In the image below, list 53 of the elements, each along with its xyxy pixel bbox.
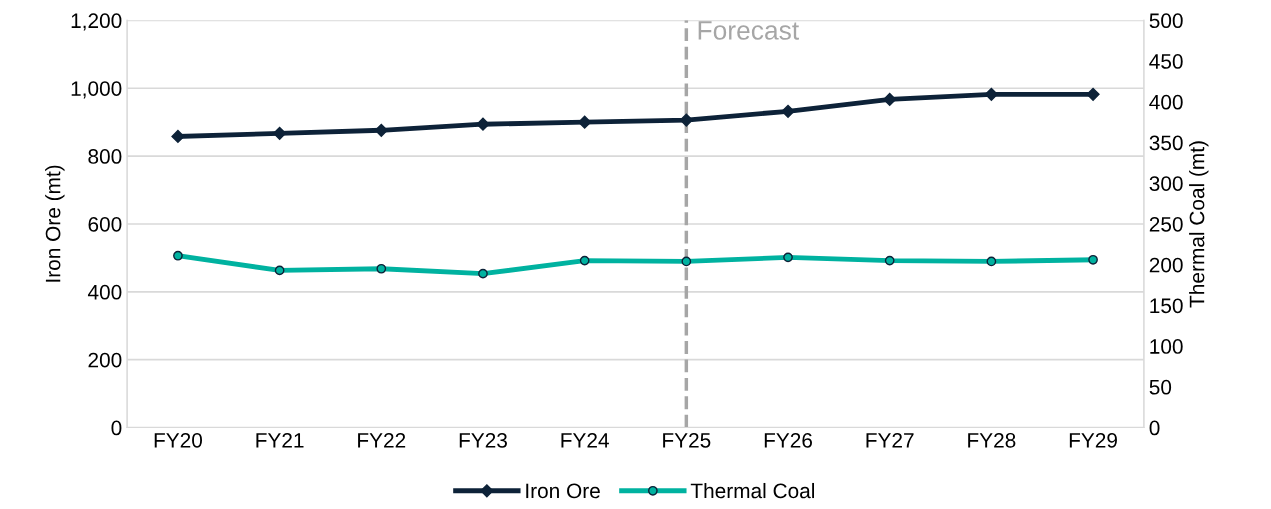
y2-tick-label: 450: [1149, 54, 1183, 69]
point: [986, 256, 997, 267]
y2-tick-label: 50: [1149, 379, 1172, 395]
point: [984, 87, 998, 101]
x-tick-label: FY25: [663, 432, 711, 448]
y2-tick-label: 150: [1150, 298, 1183, 314]
point: [171, 129, 185, 143]
x-tick-label: FY22: [358, 432, 406, 448]
y2-tick-label: 0: [1149, 420, 1160, 436]
y-tick-label: 0: [111, 420, 122, 436]
y-axis-title: Iron Ore (mt): [45, 165, 65, 282]
y2-tick-label: 500: [1149, 13, 1183, 29]
x-tick-label: FY27: [866, 432, 914, 448]
x-tick-label: FY21: [256, 432, 304, 448]
point: [883, 92, 897, 107]
y2-tick-label: 200: [1149, 257, 1183, 273]
point: [376, 263, 387, 274]
point: [478, 268, 488, 279]
point: [273, 126, 287, 140]
point: [579, 255, 590, 266]
point: [578, 115, 592, 129]
legend-label: Thermal Coal: [690, 482, 814, 499]
point: [173, 250, 183, 261]
y2-tick-label: 100: [1150, 339, 1183, 354]
point: [679, 113, 693, 127]
y2-tick-label: 400: [1149, 94, 1183, 110]
y2-tick-label: 350: [1149, 135, 1183, 151]
point: [1088, 254, 1098, 265]
y-tick-label: 1,000: [71, 81, 122, 99]
y2-tick-label: 250: [1149, 216, 1183, 232]
point: [884, 255, 895, 266]
x-tick-label: FY24: [561, 432, 609, 448]
x-tick-label: FY28: [968, 432, 1016, 448]
y2-axis-title: Thermal Coal (mt): [1189, 141, 1209, 308]
y-tick-label: 200: [88, 352, 122, 368]
point: [783, 252, 793, 263]
point: [374, 123, 388, 137]
ref-line-label: Forecast: [698, 21, 799, 40]
x-tick-label: FY20: [154, 432, 203, 448]
y2-tick-label: 300: [1149, 176, 1183, 191]
x-tick-label: FY26: [764, 432, 812, 448]
y-tick-label: 400: [87, 284, 122, 300]
x-tick-label: FY29: [1069, 432, 1117, 448]
point: [274, 265, 285, 276]
point: [1086, 87, 1100, 101]
point: [476, 117, 490, 131]
point: [781, 104, 795, 118]
y-tick-label: 600: [88, 216, 122, 232]
x-tick-label: FY23: [459, 432, 507, 448]
y-tick-label: 1,200: [71, 13, 122, 31]
point: [681, 256, 692, 267]
y-tick-label: 800: [88, 149, 122, 164]
legend-label: Iron Ore: [526, 483, 600, 499]
